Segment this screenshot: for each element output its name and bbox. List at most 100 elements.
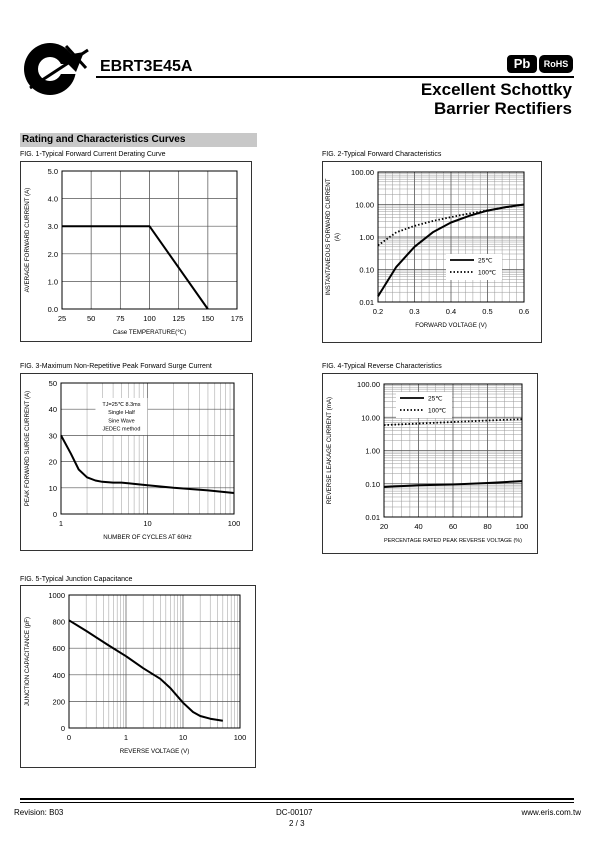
fig2-ylabel-line2: (A) bbox=[334, 233, 341, 241]
header-rule bbox=[96, 76, 574, 78]
fig2-xtick-label: 0.6 bbox=[519, 307, 529, 316]
fig5-series-1-line bbox=[68, 619, 223, 722]
fig2-ylabel: INSTANTANEOUS FORWARD CURRENT bbox=[325, 178, 332, 295]
part-number: EBRT3E45A bbox=[100, 58, 193, 75]
fig2-xtick-label: 0.2 bbox=[373, 307, 383, 316]
fig2-chart: 0.01 0.10 1.00 10.00 100.00 0.2 0.3 0.4 0.5 0.6 FO… bbox=[322, 161, 542, 343]
fig2-xlabel: FORWARD VOLTAGE (V) bbox=[415, 322, 487, 329]
fig4-plot-border bbox=[383, 383, 523, 518]
fig5-grid bbox=[68, 594, 241, 729]
fig3-ytick-label: 0 bbox=[53, 510, 57, 519]
fig3-annotation-line: JEDEC method bbox=[103, 427, 141, 433]
fig5-ytick-label: 400 bbox=[52, 671, 65, 680]
product-title-line1: Excellent Schottky bbox=[420, 80, 572, 99]
fig3-annotation-bg bbox=[95, 398, 148, 435]
fig3-frame bbox=[20, 373, 253, 551]
fig4-xtick-label: 80 bbox=[483, 522, 491, 531]
fig4-frame bbox=[322, 373, 538, 554]
fig5-ytick-label: 600 bbox=[52, 644, 65, 653]
fig2-series-1-line bbox=[377, 203, 525, 297]
section-title: Rating and Characteristics Curves bbox=[20, 133, 257, 147]
fig3-annotation: TJ=25℃ 8.3ms Single Half Sine Wave JEDEC me… bbox=[95, 398, 148, 435]
fig5-ylabel: JUNCTION CAPACITANCE (pF) bbox=[24, 617, 31, 706]
fig4-ytick-label: 1.00 bbox=[365, 447, 380, 456]
fig5-ytick-label: 200 bbox=[52, 697, 65, 706]
fig5-title: FIG. 5-Typical Junction Capacitance bbox=[20, 576, 133, 583]
fig4-series-1-line bbox=[383, 480, 523, 488]
fig2-xtick-label: 0.4 bbox=[446, 307, 456, 316]
fig1-ytick-label: 5.0 bbox=[48, 167, 58, 176]
fig4-ytick-label: 0.10 bbox=[365, 480, 380, 489]
fig1-xtick-label: 125 bbox=[172, 314, 185, 323]
fig3-xtick-label: 100 bbox=[228, 519, 241, 528]
fig5-xtick-label: 1 bbox=[124, 733, 128, 742]
fig4-ytick-label: 10.00 bbox=[361, 413, 380, 422]
fig3-plot-border bbox=[60, 382, 235, 515]
fig4-ytick-label: 0.01 bbox=[365, 513, 380, 522]
fig4-xtick-label: 40 bbox=[414, 522, 422, 531]
fig1-xtick-label: 50 bbox=[87, 314, 95, 323]
fig3-ytick-label: 40 bbox=[49, 405, 57, 414]
rohs-badge: RoHS bbox=[539, 55, 573, 73]
fig4-xtick-label: 100 bbox=[516, 522, 529, 531]
fig2-legend-box bbox=[446, 254, 502, 280]
fig1-xtick-label: 25 bbox=[58, 314, 66, 323]
fig2-ytick-label: 0.10 bbox=[359, 266, 374, 275]
fig3-ytick-label: 10 bbox=[49, 484, 57, 493]
product-title-line2: Barrier Rectifiers bbox=[434, 99, 572, 118]
fig5-plot-border bbox=[68, 594, 241, 729]
fig2-title: FIG. 2-Typical Forward Characteristics bbox=[322, 151, 442, 158]
page-number: 2 / 3 bbox=[289, 819, 305, 828]
fig1-frame bbox=[20, 161, 252, 342]
fig1-chart: 0.0 1.0 2.0 3.0 4.0 5.0 25 50 75 100 125 150 175 Case… bbox=[20, 161, 252, 342]
fig2-frame bbox=[322, 161, 542, 343]
fig2-legend-label-1: 25℃ bbox=[478, 258, 493, 265]
fig3-annotation-line: Single Half bbox=[108, 410, 135, 416]
fig4-legend: 25℃ 100℃ bbox=[396, 392, 452, 418]
fig2-ytick-label: 0.01 bbox=[359, 298, 374, 307]
eris-logo bbox=[24, 43, 89, 95]
fig5-chart: 0 200 400 600 800 1000 0 1 10 100 REVERSE VOLTAGE … bbox=[20, 585, 256, 768]
lead-free-badge: Pb bbox=[507, 55, 537, 73]
fig2-legend: 25℃ 100℃ bbox=[446, 254, 502, 280]
fig4-xtick-label: 20 bbox=[380, 522, 388, 531]
fig2-grid bbox=[377, 171, 525, 303]
fig1-ylabel: AVERAGE FORWARD CURRENT (A) bbox=[24, 188, 31, 293]
website: www.eris.com.tw bbox=[521, 808, 581, 817]
fig1-xtick-label: 75 bbox=[116, 314, 124, 323]
fig1-plot-border bbox=[61, 170, 238, 310]
fig1-ytick-label: 0.0 bbox=[48, 305, 58, 314]
fig1-series-1-line bbox=[62, 225, 209, 310]
revision: Revision: B03 bbox=[14, 808, 64, 817]
fig1-ytick-label: 4.0 bbox=[48, 195, 58, 204]
doc-number: DC-00107 bbox=[276, 808, 313, 817]
fig5-xtick-label: 0 bbox=[67, 733, 71, 742]
fig3-title: FIG. 3-Maximum Non-Repetitive Peak Forwa… bbox=[20, 363, 212, 370]
fig4-legend-label-1: 25℃ bbox=[428, 396, 443, 403]
fig3-xtick-label: 10 bbox=[143, 519, 151, 528]
fig4-chart: 0.01 0.10 1.00 10.00 100.00 20 40 60 80 100 PERCEN… bbox=[322, 373, 538, 554]
fig4-xlabel: PERCENTAGE RATED PEAK REVERSE VOLTAGE (%… bbox=[384, 538, 522, 544]
fig1-xtick-label: 100 bbox=[143, 314, 156, 323]
fig2-ytick-label: 10.00 bbox=[355, 201, 374, 210]
fig1-ytick-label: 3.0 bbox=[48, 222, 58, 231]
fig5-xtick-label: 10 bbox=[179, 733, 187, 742]
fig3-xtick-label: 1 bbox=[59, 519, 63, 528]
fig5-xlabel: REVERSE VOLTAGE (V) bbox=[120, 748, 190, 755]
fig2-ytick-label: 1.00 bbox=[359, 233, 374, 242]
fig4-legend-label-2: 100℃ bbox=[428, 408, 447, 415]
footer-rule-thick bbox=[20, 798, 574, 800]
fig3-xlabel: NUMBER OF CYCLES AT 60Hz bbox=[103, 534, 191, 541]
fig2-legend-label-2: 100℃ bbox=[478, 270, 497, 277]
fig2-plot-border bbox=[377, 171, 525, 303]
fig1-xtick-label: 150 bbox=[202, 314, 215, 323]
footer-rule-thin bbox=[20, 802, 574, 803]
fig3-ytick-label: 20 bbox=[49, 458, 57, 467]
fig4-grid bbox=[383, 383, 523, 518]
fig2-series-2-line bbox=[377, 203, 525, 247]
fig4-ytick-label: 100.00 bbox=[357, 380, 380, 389]
fig2-xtick-label: 0.3 bbox=[409, 307, 419, 316]
fig5-ytick-label: 1000 bbox=[48, 591, 65, 600]
fig4-xtick-label: 60 bbox=[449, 522, 457, 531]
fig1-ytick-label: 1.0 bbox=[48, 277, 58, 286]
